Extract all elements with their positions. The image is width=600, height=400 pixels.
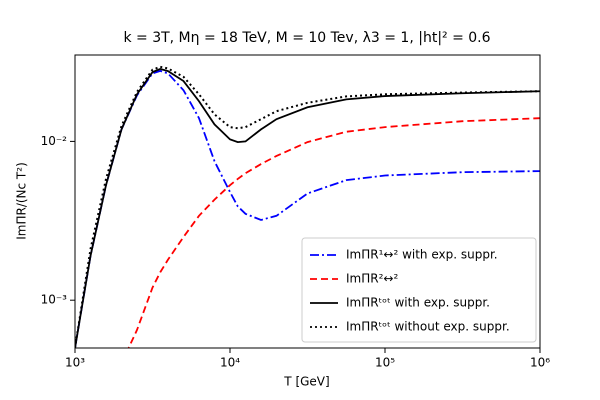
x-axis-label: T [GeV] <box>283 375 329 389</box>
y-axis-label: ImΠR/(Nc T²) <box>15 162 29 240</box>
y-tick-label: 10⁻³ <box>41 293 68 307</box>
series-line <box>75 67 540 348</box>
legend-label: ImΠRᵗᵒᵗ with exp. suppr. <box>346 296 490 310</box>
legend-label: ImΠRᵗᵒᵗ without exp. suppr. <box>346 320 510 334</box>
series-line <box>127 117 540 348</box>
legend-box <box>301 237 537 343</box>
legend-label: ImΠR¹↔² with exp. suppr. <box>346 248 498 262</box>
x-tick-label: 10⁶ <box>530 356 550 370</box>
x-tick-label: 10⁴ <box>220 356 240 370</box>
chart-title: k = 3T, Mη = 18 TeV, M = 10 Tev, λ3 = 1,… <box>123 30 490 46</box>
plot-lines <box>75 65 540 348</box>
x-tick-label: 10³ <box>65 356 85 370</box>
x-tick-label: 10⁵ <box>375 356 395 370</box>
y-tick-label: 10⁻² <box>41 134 68 148</box>
plot-frame <box>74 54 541 349</box>
series-line <box>75 69 540 348</box>
legend-label: ImΠR²↔² <box>346 272 398 286</box>
